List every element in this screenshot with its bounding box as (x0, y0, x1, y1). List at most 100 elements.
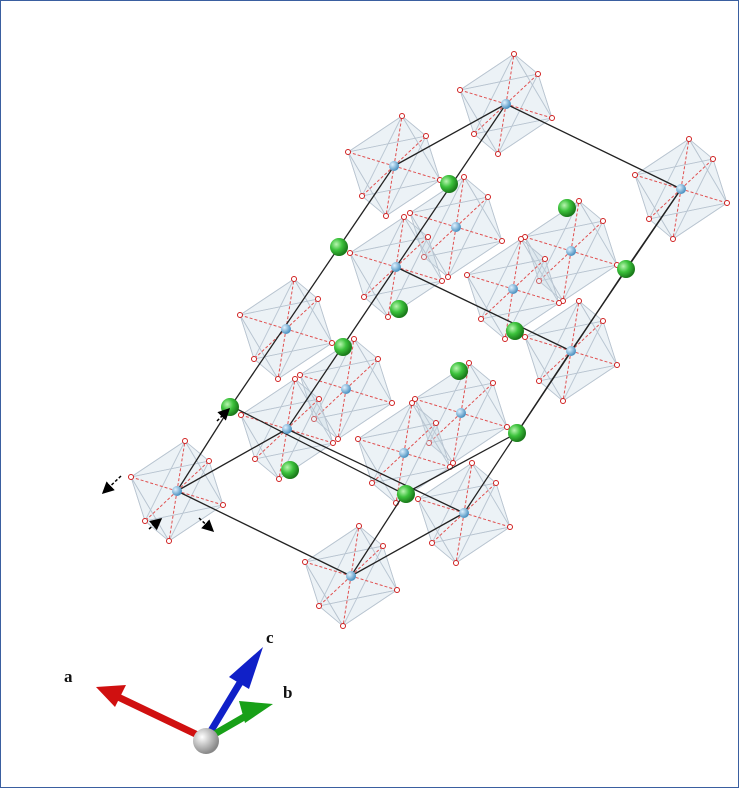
oxygen-atom (316, 603, 322, 609)
cation-atom (334, 338, 352, 356)
unit-cell-edge (350, 512, 465, 577)
oxygen-atom (292, 376, 298, 382)
bond (648, 188, 682, 220)
oxygen-atom (311, 416, 317, 422)
bond (337, 388, 347, 440)
metal-atom (346, 571, 356, 581)
bond (505, 53, 515, 105)
bond (240, 414, 288, 430)
oxygen-atom (485, 194, 491, 200)
bond (393, 115, 403, 167)
oxygen-atom (394, 587, 400, 593)
bond (286, 398, 320, 430)
metal-atom (508, 284, 518, 294)
oxygen-atom (329, 340, 335, 346)
metal-atom (676, 184, 686, 194)
bond (409, 212, 457, 228)
oxygen-atom (518, 236, 524, 242)
oxygen-atom (504, 424, 510, 430)
oxygen-atom (439, 278, 445, 284)
bond (277, 328, 287, 380)
oxygen-atom (614, 362, 620, 368)
bond (347, 151, 395, 167)
structure (101, 51, 730, 629)
c-axis-arrow (203, 679, 244, 741)
bond (403, 402, 413, 454)
oxygen-atom (493, 480, 499, 486)
metal-atom (501, 99, 511, 109)
bond (505, 103, 553, 119)
oxygen-atom (536, 278, 542, 284)
metal-atom (282, 424, 292, 434)
octahedron-face (347, 151, 387, 217)
bond (466, 274, 514, 290)
bond (286, 428, 334, 444)
octahedron-face (239, 314, 279, 380)
metal-atom (459, 508, 469, 518)
oxygen-atom (297, 372, 303, 378)
bond (431, 512, 465, 544)
bond (304, 561, 352, 577)
oxygen-atom (461, 174, 467, 180)
metal-atom (456, 408, 466, 418)
bond (349, 252, 397, 268)
bond (505, 73, 539, 105)
oxygen-atom (142, 518, 148, 524)
bond (285, 328, 333, 344)
oxygen-atom (478, 316, 484, 322)
oxygen-atom (445, 274, 451, 280)
bond (562, 350, 572, 402)
octahedron-face (634, 174, 674, 240)
compass: a c b (64, 628, 292, 754)
oxygen-atom (600, 318, 606, 324)
bond (342, 575, 352, 627)
bond (680, 158, 714, 190)
metal-atom (389, 161, 399, 171)
oxygen-atom (291, 276, 297, 282)
octahedron-face (240, 414, 280, 480)
octahedron-face (459, 89, 499, 155)
bond (570, 250, 618, 266)
cation-atom (440, 175, 458, 193)
cation-atom (558, 199, 576, 217)
bond (452, 412, 462, 464)
oxygen-atom (345, 149, 351, 155)
oxygen-atom (686, 136, 692, 142)
cation-atom (397, 485, 415, 503)
oxygen-atom (412, 396, 418, 402)
bond (313, 388, 347, 420)
oxygen-atom (507, 524, 513, 530)
bond (570, 320, 604, 352)
oxygen-atom (429, 540, 435, 546)
unit-cell-edge (230, 165, 395, 407)
a-axis-arrow (114, 692, 208, 743)
oxygen-atom (471, 131, 477, 137)
bond (417, 498, 465, 514)
bond (459, 89, 507, 105)
metal-atom (399, 448, 409, 458)
oxygen-atom (380, 543, 386, 549)
oxygen-atom (182, 438, 188, 444)
bond (480, 288, 514, 320)
bond (524, 236, 572, 252)
bond (680, 138, 690, 190)
oxygen-atom (356, 523, 362, 529)
bond (239, 314, 287, 330)
oxygen-atom (166, 538, 172, 544)
oxygen-atom (401, 214, 407, 220)
bond (414, 398, 462, 414)
unit-cell-edge (403, 432, 518, 495)
bond (570, 220, 604, 252)
bond (371, 452, 405, 484)
unit-cell-edge (625, 188, 682, 270)
oxygen-atom (206, 458, 212, 464)
bond (357, 438, 405, 454)
metal-atom (341, 384, 351, 394)
unit-cell-edge (176, 490, 352, 577)
bond (144, 490, 178, 522)
bond (447, 226, 457, 278)
bond (350, 525, 360, 577)
oxygen-atom (453, 560, 459, 566)
bond (455, 176, 465, 228)
